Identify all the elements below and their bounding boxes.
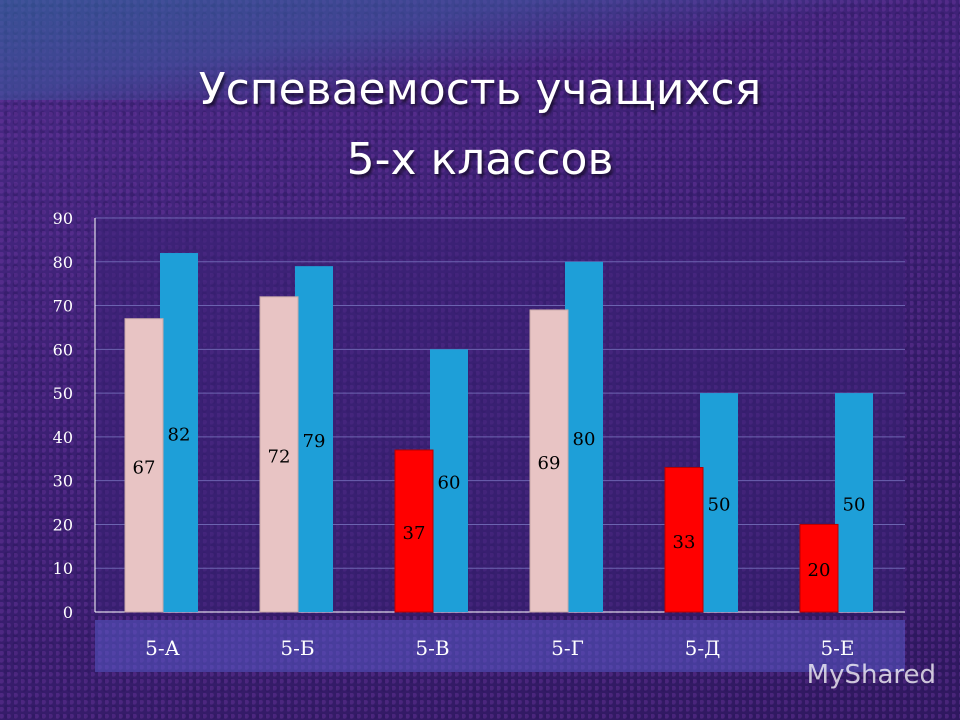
title-band — [0, 0, 960, 100]
data-label-series2: 82 — [168, 425, 191, 446]
bar-series1 — [799, 523, 839, 613]
data-label-series1: 72 — [268, 446, 291, 467]
bar-series2 — [565, 261, 603, 612]
bar-series2 — [700, 393, 738, 612]
y-tick-label: 10 — [53, 559, 73, 578]
bar-series2 — [430, 349, 468, 612]
watermark: MyShared — [806, 660, 936, 690]
slide-title: Успеваемость учащихся 5-х классов — [80, 55, 880, 195]
slide-title-line1: Успеваемость учащихся — [198, 64, 762, 115]
data-label-series1: 67 — [133, 457, 156, 478]
x-category-label: 5-Д — [685, 636, 721, 660]
data-label-series2: 50 — [843, 495, 866, 516]
y-tick-label: 50 — [53, 384, 73, 403]
data-label-series2: 50 — [708, 495, 731, 516]
slide-title-line2: 5-х классов — [346, 134, 614, 185]
category-axis-band — [95, 620, 905, 672]
bar-series2 — [835, 393, 873, 612]
x-category-label: 5-Е — [820, 636, 854, 660]
x-category-label: 5-В — [415, 636, 449, 660]
x-category-label: 5-А — [145, 636, 180, 660]
bar-series1 — [124, 318, 164, 613]
data-label-series2: 80 — [573, 429, 596, 450]
y-tick-label: 90 — [53, 209, 73, 228]
bar-series1 — [664, 467, 704, 613]
data-label-series2: 60 — [438, 473, 461, 494]
data-label-series1: 69 — [538, 453, 561, 474]
y-tick-label: 30 — [53, 472, 73, 491]
data-label-series1: 33 — [673, 532, 696, 553]
plot-area — [95, 218, 905, 612]
y-tick-label: 40 — [53, 428, 73, 447]
y-tick-label: 60 — [53, 340, 73, 359]
data-label-series1: 20 — [808, 560, 831, 581]
bar-series1 — [529, 309, 569, 613]
y-tick-label: 20 — [53, 515, 73, 534]
y-tick-label: 70 — [53, 297, 73, 316]
bar-series1 — [394, 449, 434, 613]
bar-series1 — [259, 296, 299, 613]
data-label-series1: 37 — [403, 523, 426, 544]
bar-series2 — [295, 266, 333, 612]
data-label-series2: 79 — [303, 431, 326, 452]
y-tick-label: 80 — [53, 253, 73, 272]
x-category-label: 5-Г — [551, 636, 584, 660]
bar-series2 — [160, 253, 198, 612]
x-category-label: 5-Б — [280, 636, 314, 660]
y-tick-label: 0 — [63, 603, 73, 622]
